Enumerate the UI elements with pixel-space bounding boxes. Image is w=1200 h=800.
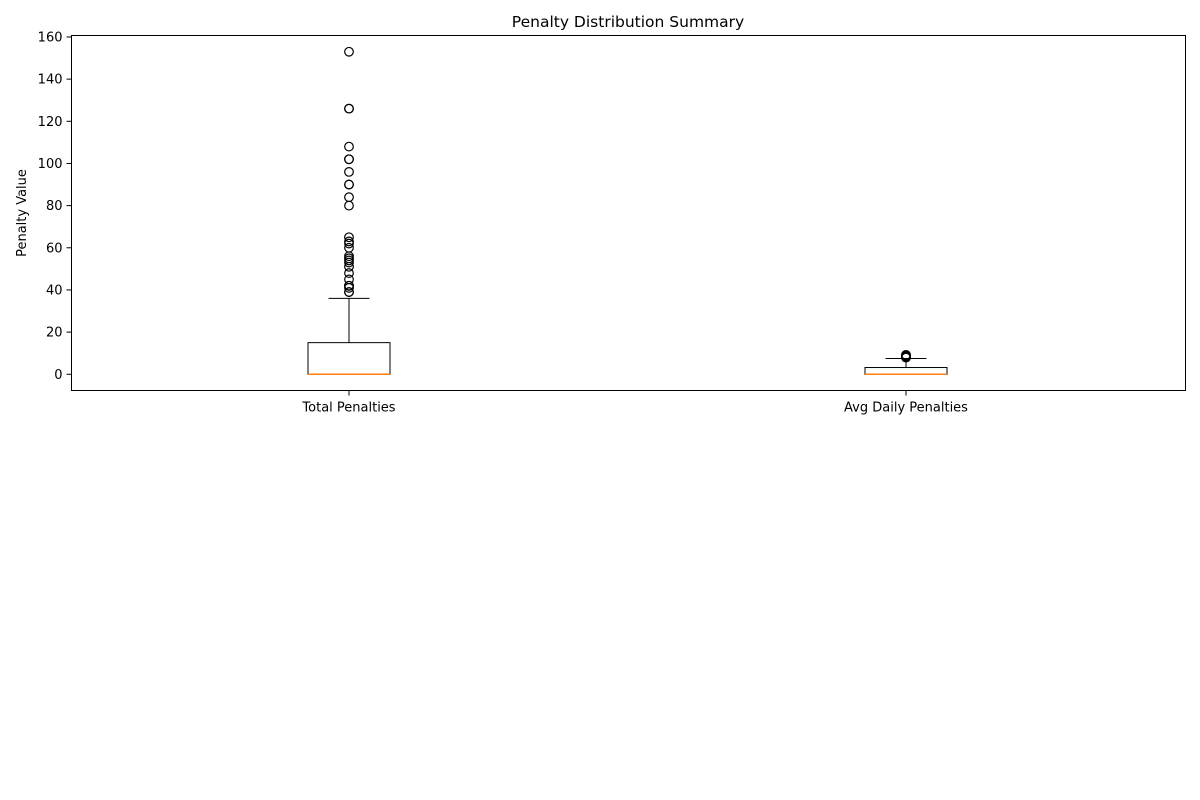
- chart-title: Penalty Distribution Summary: [512, 13, 744, 31]
- y-axis: 0 20 40 60 80 100 120 140 160: [38, 30, 72, 383]
- outlier-point: [344, 166, 354, 177]
- iqr-box: [307, 342, 391, 375]
- y-tick-label: 80: [46, 199, 63, 214]
- y-tick-label: 60: [46, 241, 63, 256]
- y-axis-label: Penalty Value: [15, 169, 30, 257]
- y-tick-label: 160: [38, 30, 63, 45]
- outlier-point: [344, 232, 354, 243]
- outlier-point: [344, 257, 354, 268]
- y-tick-label: 40: [46, 283, 63, 298]
- outlier-point: [344, 238, 354, 249]
- outlier-point: [344, 282, 354, 293]
- outlier-point: [344, 154, 354, 165]
- x-tick-label: Avg Daily Penalties: [844, 401, 968, 416]
- outlier-point: [344, 287, 354, 297]
- y-tick-label: 0: [54, 368, 62, 383]
- y-tick-label: 100: [38, 157, 63, 172]
- outlier-point: [344, 46, 354, 57]
- outlier-point: [901, 352, 911, 363]
- x-axis: Total Penalties Avg Daily Penalties: [301, 390, 968, 416]
- axes-frame: [71, 35, 1186, 391]
- outlier-point: [344, 103, 354, 114]
- outlier-point: [344, 192, 354, 203]
- box-group: [307, 46, 391, 376]
- y-tick-label: 120: [38, 115, 63, 130]
- iqr-box: [864, 367, 948, 375]
- y-tick-label: 20: [46, 326, 63, 341]
- outlier-point: [344, 268, 354, 278]
- outlier-point: [344, 141, 354, 152]
- outlier-point: [344, 261, 354, 272]
- x-tick-label: Total Penalties: [301, 401, 395, 416]
- box-group: [864, 349, 948, 376]
- outlier-point: [344, 200, 354, 211]
- plot-area: [307, 46, 948, 376]
- y-tick-label: 140: [38, 73, 63, 88]
- outlier-point: [344, 179, 354, 190]
